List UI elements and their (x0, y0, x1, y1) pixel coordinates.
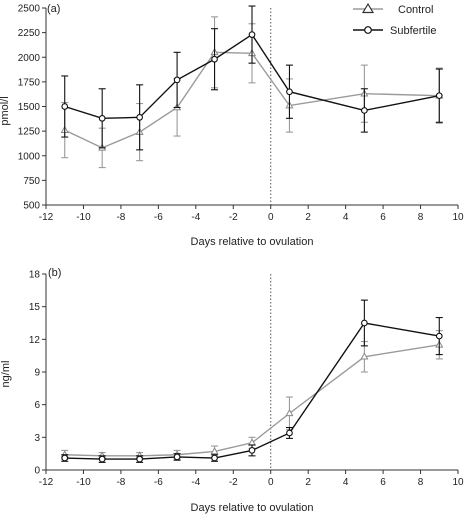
panel-b-subfertile-point (211, 454, 218, 462)
legend-subfertile-label: Subfertile (390, 25, 436, 37)
panel-a-subfertile-point (248, 31, 256, 38)
panel-b-x-tick-label: -2 (229, 477, 238, 488)
panel-b-x-tick-label: -6 (154, 477, 163, 488)
panel-a-y-axis-label: pmol/l (0, 96, 11, 125)
panel-a-x-tick-label: -4 (191, 212, 200, 223)
panel-b-subfertile-point (136, 455, 143, 463)
panel-a-x-tick-label: -8 (116, 212, 125, 223)
legend-item-control: Control (353, 2, 433, 16)
panel-b-x-tick-label: -8 (116, 477, 125, 488)
panel-b-axes: 0 3 6 9 12 15 18 -12 -10 -8 -6 -4 -2 0 2 4 6 8 10 (29, 270, 464, 489)
panel-b-subfertile-point (361, 319, 368, 327)
panel-b-y-tick-label: 6 (34, 400, 40, 411)
legend-subfertile-circle-icon (364, 26, 372, 34)
legend: Control Subfertile (353, 2, 436, 37)
panel-a-subfertile-point (286, 88, 293, 96)
panel-a-subfertile-point (435, 92, 443, 100)
panel-b-subfertile-point (173, 453, 181, 461)
panel-b-x-tick-label: -4 (191, 477, 200, 488)
panel-b-x-tick-label: 10 (452, 477, 464, 488)
panel-b-y-tick-label: 15 (29, 302, 41, 313)
panel-b-y-axis-label: ng/ml (0, 361, 12, 388)
panel-a-x-tick-label: -6 (154, 212, 163, 223)
panel-b-subfertile-point (248, 447, 256, 454)
panel-a-y-tick-label: 1750 (18, 77, 41, 88)
panel-a-y-tick-label: 2000 (18, 53, 41, 64)
panel-b-subfertile-point (286, 429, 293, 437)
panel-a-y-tick-label: 1000 (18, 151, 41, 162)
panel-b-subfertile-point (98, 455, 106, 463)
panel-a-x-tick-label: 2 (305, 212, 311, 223)
panel-a-x-tick-label: 6 (380, 212, 386, 223)
panel-a-subfertile-point (98, 114, 106, 122)
panel-a-y-tick-label: 2500 (18, 4, 41, 15)
panel-b-control-point (210, 446, 219, 455)
panel-a-subfertile-point (173, 76, 181, 84)
panel-a-x-axis-label: Days relative to ovulation (191, 236, 314, 248)
panel-b-y-tick-label: 9 (34, 368, 40, 379)
panel-b-x-tick-label: 2 (305, 477, 311, 488)
panel-b-x-tick-label: 0 (268, 477, 274, 488)
panel-b-x-tick-label: 6 (380, 477, 386, 488)
panel-b-x-tick-label: -12 (39, 477, 54, 488)
panel-b-subfertile-point (61, 454, 69, 462)
panel-a-subfertile-point (136, 113, 143, 121)
panel-b-x-axis-label: Days relative to ovulation (191, 502, 314, 514)
panel-b-chart: 0 3 6 9 12 15 18 -12 -10 -8 -6 -4 -2 0 2 4 6 8 10 (b) Days… (0, 267, 464, 514)
panel-a-subfertile-point (361, 107, 368, 114)
legend-control-label: Control (398, 4, 433, 16)
panel-a-x-tick-label: -2 (229, 212, 238, 223)
panel-b-control-point (360, 352, 369, 360)
panel-a-y-tick-label: 2250 (18, 28, 41, 39)
panel-a-chart: 500 750 1000 1250 1500 1750 2000 2250 2500 -12 -10… (0, 2, 464, 248)
panel-a-subfertile-point (61, 103, 69, 110)
panel-a-y-tick-label: 500 (23, 201, 40, 212)
panel-b-x-tick-label: -10 (76, 477, 91, 488)
panel-a-x-tick-label: -12 (39, 212, 54, 223)
panel-a-x-tick-label: 10 (452, 212, 464, 223)
panel-a-x-tick-label: 0 (268, 212, 274, 223)
panel-a-x-tick-label: 4 (343, 212, 349, 223)
panel-a-axes: 500 750 1000 1250 1500 1750 2000 2250 2500 -12 -10… (18, 4, 464, 224)
panel-b-control-point (285, 408, 294, 417)
panel-b-y-tick-label: 3 (34, 433, 40, 444)
panel-a-series (60, 5, 444, 205)
panel-b-y-tick-label: 12 (29, 335, 41, 346)
panel-b-y-tick-label: 18 (29, 270, 41, 281)
panel-a-x-tick-label: 8 (418, 212, 424, 223)
panel-a-label: (a) (47, 3, 60, 15)
panel-a-y-tick-label: 1250 (18, 127, 41, 138)
panel-a-y-tick-label: 750 (23, 176, 40, 187)
panel-a-y-tick-label: 1500 (18, 102, 41, 113)
panel-b-y-tick-label: 0 (34, 466, 40, 477)
panel-b-x-tick-label: 8 (418, 477, 424, 488)
legend-item-subfertile: Subfertile (353, 25, 436, 37)
panel-a-subfertile-point (211, 55, 218, 63)
legend-control-triangle-icon (361, 2, 375, 14)
panel-b-series (60, 274, 444, 470)
panel-b-subfertile-point (435, 332, 443, 340)
panel-b-label: (b) (48, 267, 61, 279)
panel-b-x-tick-label: 4 (343, 477, 349, 488)
panel-a-x-tick-label: -10 (76, 212, 91, 223)
